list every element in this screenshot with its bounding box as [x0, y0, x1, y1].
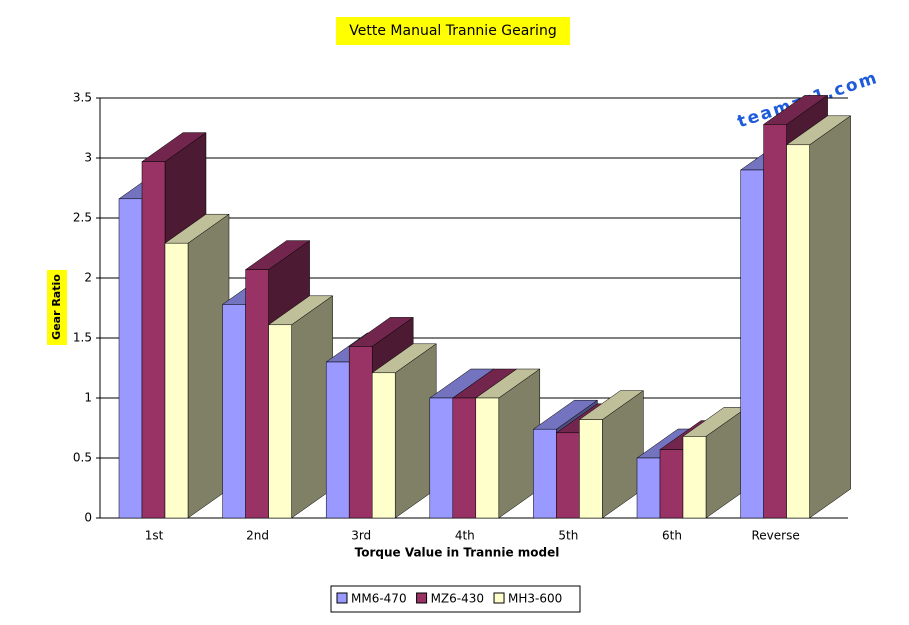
x-axis-label: Torque Value in Trannie model	[355, 546, 560, 560]
bar	[164, 213, 230, 519]
chart-title: Vette Manual Trannie Gearing	[349, 23, 556, 39]
y-tick-label: 0.5	[73, 451, 92, 465]
bar-front	[371, 372, 396, 519]
bar-front	[556, 432, 580, 519]
legend-label: MH3-600	[508, 592, 562, 606]
y-axis-label: Gear Ratio	[50, 274, 63, 340]
bar-front	[533, 428, 557, 519]
x-tick-label: 3rd	[351, 529, 371, 543]
x-tick-label: 1st	[145, 529, 164, 543]
bar-front	[636, 457, 661, 519]
plot: 0 0.5 1 1.5 2 2.5 3 3.5 1st 2nd 3rd 4th 5th 6th Revers…	[73, 91, 852, 543]
legend	[330, 585, 581, 613]
bar-front	[325, 361, 350, 519]
bar-front	[245, 269, 269, 519]
bar-front	[659, 449, 684, 519]
bar-front	[579, 419, 603, 519]
bar-front	[348, 346, 373, 519]
bar	[371, 343, 437, 519]
y-tick-label: 3.5	[73, 91, 92, 105]
y-tick-label: 3	[84, 151, 92, 165]
title-box	[336, 17, 570, 45]
bar	[267, 295, 334, 519]
bar-front	[141, 161, 166, 519]
x-tick-label: 2nd	[246, 529, 269, 543]
bar-front	[429, 397, 454, 519]
bar-front	[682, 436, 707, 519]
x-tick-label: 6th	[662, 529, 682, 543]
x-tick-label: Reverse	[751, 529, 799, 543]
bar-front	[786, 144, 810, 519]
legend-label: MZ6-430	[431, 592, 484, 606]
x-tick-label: 4th	[455, 529, 475, 543]
bar-front	[164, 242, 189, 519]
bar-front	[475, 397, 500, 519]
bar-front	[222, 304, 246, 519]
bar-side	[809, 115, 851, 519]
y-tick-label: 1.5	[73, 331, 92, 345]
bar	[682, 406, 748, 519]
legend-label: MM6-470	[351, 592, 407, 606]
x-tick-label: 5th	[558, 529, 578, 543]
bar-front	[452, 397, 477, 519]
bar-front	[763, 124, 787, 519]
y-tick-label: 2.5	[73, 211, 92, 225]
y-tick-label: 2	[84, 271, 92, 285]
legend-swatch	[493, 592, 505, 604]
bar	[785, 115, 852, 519]
legend-swatch	[336, 592, 348, 604]
bar-front	[740, 169, 764, 519]
y-tick-label: 1	[84, 391, 92, 405]
bar-front	[118, 198, 143, 519]
y-tick-label: 0	[84, 511, 92, 525]
bar-front	[268, 324, 292, 519]
y-label-box	[47, 270, 67, 345]
bar	[475, 368, 541, 519]
legend-swatch	[416, 592, 428, 604]
